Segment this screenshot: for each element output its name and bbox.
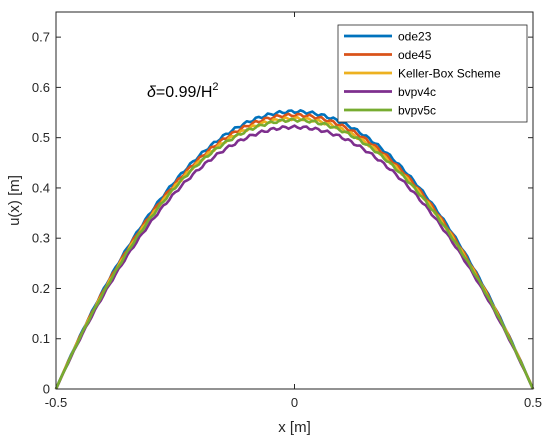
y-tick-label: 0.2 (32, 281, 50, 296)
series-line-bvpv5c (54, 117, 535, 390)
y-axis-label: u(x) [m] (6, 175, 23, 226)
series-line-bvpv4c (54, 124, 535, 390)
delta-annotation: δ=0.99/H2 (147, 81, 219, 101)
legend-label: bvpv4c (398, 85, 436, 99)
legend: ode23 ode45 Keller-Box Scheme bvpv4c bvpv5c (337, 24, 528, 123)
x-tick-label: -0.5 (45, 395, 67, 410)
x-tick-label: 0.5 (524, 395, 542, 410)
delta-superscript: 2 (212, 81, 218, 93)
series-layer (54, 109, 535, 390)
delta-text: =0.99/H (156, 84, 212, 101)
y-tick-label: 0.4 (32, 180, 50, 195)
legend-label: Keller-Box Scheme (398, 67, 501, 81)
plot-frame (55, 11, 534, 390)
legend-label: ode23 (398, 30, 432, 44)
legend-label: ode45 (398, 48, 432, 62)
y-tick-label: 0.1 (32, 331, 50, 346)
x-axis-label: x [m] (278, 419, 311, 436)
legend-label: bvpv5c (398, 104, 436, 118)
delta-symbol: δ (147, 84, 157, 101)
ticks-layer: -0.5 0 0.500.10.20.30.40.50.60.7 (32, 12, 542, 410)
y-tick-label: 0.5 (32, 130, 50, 145)
y-tick-label: 0.7 (32, 30, 50, 45)
x-tick-label: 0 (291, 395, 298, 410)
y-tick-label: 0.6 (32, 80, 50, 95)
y-tick-label: 0 (43, 382, 50, 397)
y-tick-label: 0.3 (32, 231, 50, 246)
